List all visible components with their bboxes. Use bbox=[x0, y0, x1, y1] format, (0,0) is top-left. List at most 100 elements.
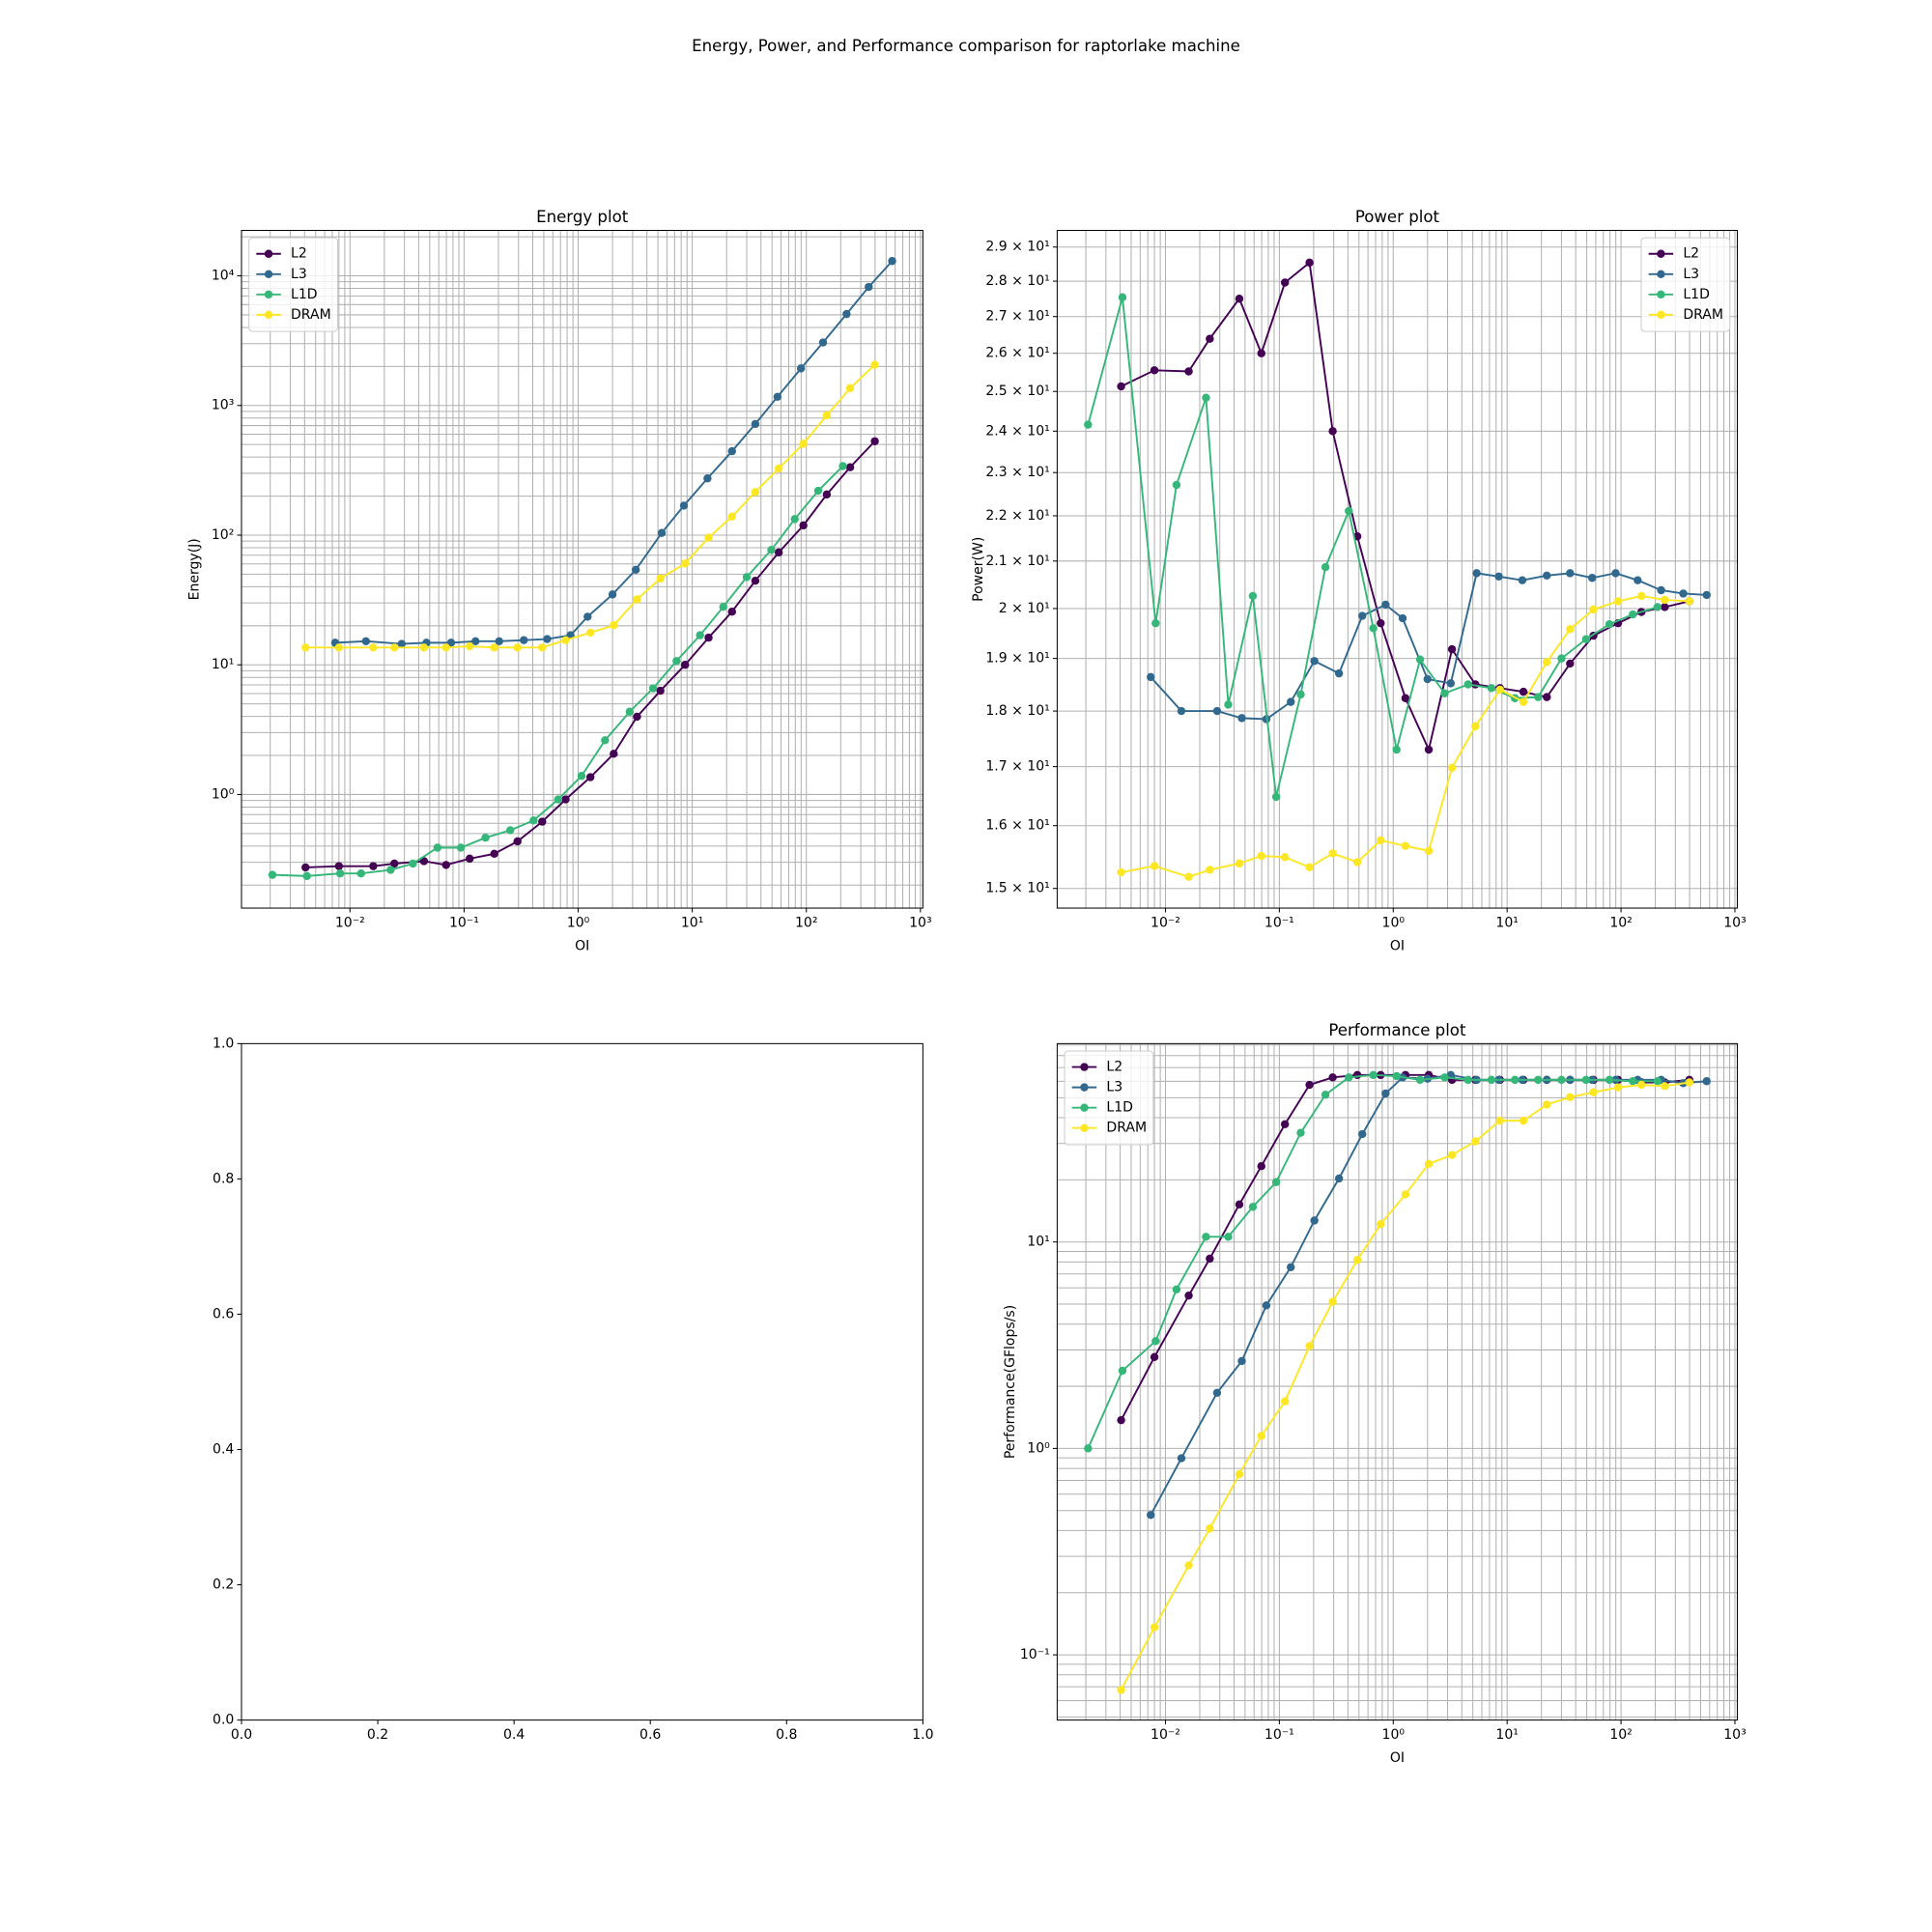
data-point bbox=[1519, 1116, 1528, 1125]
data-point bbox=[1212, 1388, 1222, 1398]
data-point bbox=[1224, 700, 1233, 709]
y-tick-label: 2 × 10¹ bbox=[999, 601, 1050, 616]
data-point bbox=[870, 437, 879, 445]
data-point bbox=[679, 501, 689, 510]
data-point bbox=[1248, 591, 1258, 601]
data-point bbox=[561, 795, 570, 804]
data-point bbox=[1613, 597, 1623, 606]
data-point bbox=[751, 419, 760, 429]
data-point bbox=[1358, 1129, 1367, 1139]
data-point bbox=[1495, 1116, 1504, 1125]
x-tick-label: 10⁻² bbox=[1151, 1727, 1180, 1743]
data-point bbox=[1581, 1075, 1591, 1085]
legend-marker bbox=[264, 270, 273, 279]
x-tick-label: 10⁻¹ bbox=[1264, 915, 1294, 930]
data-point bbox=[1206, 1524, 1214, 1533]
data-point bbox=[1447, 644, 1457, 654]
data-point bbox=[302, 871, 311, 881]
data-point bbox=[818, 338, 828, 347]
data-point bbox=[585, 628, 595, 638]
data-point bbox=[456, 843, 466, 852]
data-point bbox=[1328, 1297, 1337, 1306]
legend-label: L1D bbox=[1106, 1100, 1133, 1116]
legend: L2 L3 L1D DRAM bbox=[1064, 1050, 1154, 1146]
series-line bbox=[305, 440, 876, 868]
data-point bbox=[520, 636, 528, 644]
x-axis-label: OI bbox=[1390, 1750, 1405, 1766]
data-point bbox=[601, 736, 610, 745]
data-point bbox=[1440, 1073, 1449, 1082]
data-point bbox=[1424, 745, 1434, 754]
axes-frame bbox=[1056, 1042, 1738, 1721]
data-point bbox=[742, 573, 752, 582]
data-point bbox=[1172, 480, 1181, 490]
data-point bbox=[680, 559, 690, 568]
data-point bbox=[633, 712, 641, 722]
data-point bbox=[481, 834, 490, 842]
data-point bbox=[703, 474, 712, 483]
data-point bbox=[1685, 1078, 1694, 1087]
data-point bbox=[1328, 849, 1337, 858]
data-point bbox=[1543, 571, 1551, 581]
data-point bbox=[466, 641, 474, 651]
data-point bbox=[334, 862, 344, 870]
data-point bbox=[1280, 1120, 1290, 1128]
x-tick-label: 10⁰ bbox=[1382, 1727, 1406, 1743]
data-point bbox=[719, 602, 727, 611]
x-tick-label: 10⁰ bbox=[567, 915, 590, 930]
data-point bbox=[1685, 597, 1694, 606]
data-point bbox=[1151, 1337, 1160, 1346]
chart-title: Performance plot bbox=[1328, 1021, 1466, 1039]
data-point bbox=[1472, 569, 1481, 578]
data-point bbox=[1487, 684, 1496, 693]
legend-marker bbox=[1657, 310, 1665, 320]
data-point bbox=[727, 446, 736, 456]
data-point bbox=[845, 384, 855, 393]
y-tick-label: 2.1 × 10¹ bbox=[985, 554, 1049, 569]
data-point bbox=[538, 817, 547, 826]
data-point bbox=[390, 643, 399, 652]
data-point bbox=[361, 637, 371, 646]
data-point bbox=[1423, 674, 1432, 684]
data-point bbox=[1257, 349, 1265, 357]
data-point bbox=[1424, 1159, 1434, 1169]
x-tick-label: 10¹ bbox=[1495, 1727, 1518, 1743]
x-tick-label: 10⁻² bbox=[335, 915, 365, 930]
data-point bbox=[1305, 1342, 1314, 1350]
data-point bbox=[1661, 595, 1669, 605]
legend-box bbox=[1064, 1050, 1154, 1146]
data-point bbox=[1534, 693, 1543, 701]
data-point bbox=[529, 816, 538, 825]
data-point bbox=[1321, 562, 1330, 572]
data-point bbox=[1151, 618, 1160, 628]
data-point bbox=[656, 574, 665, 582]
chart-title: Energy plot bbox=[536, 208, 629, 226]
x-axis-label: OI bbox=[1390, 939, 1405, 954]
data-point bbox=[1679, 589, 1688, 598]
y-tick-label: 10⁻¹ bbox=[1020, 1647, 1050, 1662]
x-tick-label: 0.8 bbox=[776, 1727, 797, 1743]
data-point bbox=[1235, 295, 1244, 303]
data-point bbox=[648, 684, 658, 693]
series-line bbox=[1087, 297, 1659, 798]
data-point bbox=[1345, 1073, 1353, 1082]
data-point bbox=[1305, 1080, 1314, 1090]
data-point bbox=[838, 462, 847, 470]
legend-marker bbox=[1657, 270, 1665, 279]
y-tick-label: 0.6 bbox=[213, 1306, 234, 1321]
y-tick-label: 10¹ bbox=[212, 657, 234, 672]
data-point bbox=[1321, 1091, 1330, 1099]
data-point bbox=[301, 863, 310, 872]
data-point bbox=[631, 565, 640, 575]
data-point bbox=[1146, 672, 1155, 682]
data-point bbox=[1605, 619, 1614, 629]
axes: 10⁻² 10⁻¹ 10⁰ 10¹ 10² 10³ 10⁰ 10¹ 10² 10³ 10⁴ Energ… bbox=[187, 208, 932, 953]
data-point bbox=[1471, 722, 1480, 731]
data-point bbox=[1581, 635, 1591, 643]
data-point bbox=[1117, 867, 1125, 877]
data-point bbox=[1177, 1454, 1186, 1463]
data-point bbox=[656, 686, 665, 696]
data-point bbox=[610, 621, 618, 630]
data-point bbox=[1519, 697, 1528, 706]
data-point bbox=[1463, 680, 1472, 689]
